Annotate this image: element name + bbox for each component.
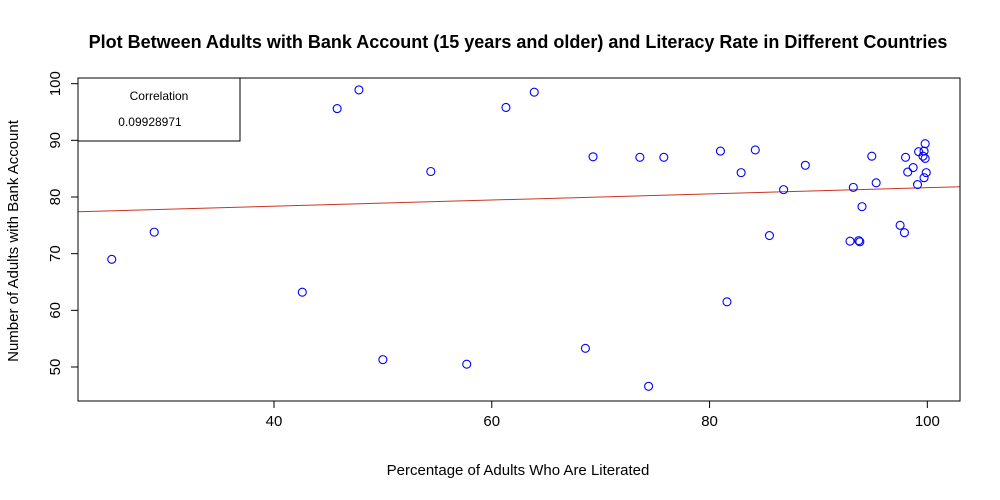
legend: Correlation 0.09928971	[77, 77, 241, 142]
data-point-32	[903, 167, 913, 177]
x-tick-label-80: 80	[701, 413, 718, 430]
data-point-29	[895, 220, 905, 230]
legend-box	[77, 77, 241, 142]
data-point-22	[845, 236, 855, 246]
data-point-19	[764, 230, 774, 241]
data-point-31	[901, 152, 911, 162]
data-point-0	[107, 254, 117, 264]
x-axis-label: Percentage of Adults Who Are Literated	[387, 462, 650, 479]
data-point-18	[750, 145, 760, 155]
data-point-10	[580, 343, 590, 353]
plot-frame	[77, 77, 961, 402]
data-point-30	[899, 228, 910, 238]
data-point-15	[715, 146, 725, 156]
data-point-37	[919, 146, 929, 156]
chart-marks	[77, 85, 961, 391]
data-point-20	[779, 185, 789, 195]
x-tick-label-60: 60	[483, 413, 500, 430]
data-point-17	[736, 168, 746, 178]
data-point-1	[149, 227, 159, 237]
data-point-36	[918, 151, 928, 161]
data-point-8	[501, 102, 511, 113]
data-point-28	[871, 178, 881, 188]
data-point-7	[462, 359, 472, 369]
data-point-11	[588, 152, 598, 162]
data-point-13	[644, 381, 654, 391]
y-axis: 50 60 70 80 90 100	[47, 71, 78, 375]
data-point-40	[920, 153, 930, 164]
data-point-6	[426, 166, 436, 177]
data-point-14	[659, 152, 669, 162]
x-tick-label-100: 100	[915, 413, 940, 430]
data-point-16	[722, 297, 732, 307]
x-tick-label-40: 40	[266, 413, 283, 430]
data-point-34	[912, 179, 923, 190]
y-axis-label: Number of Adults with Bank Account	[5, 119, 22, 362]
legend-title: Correlation	[130, 89, 189, 103]
y-tick-label-100: 100	[47, 71, 64, 96]
regression-line	[77, 186, 961, 213]
y-tick-label-50: 50	[47, 359, 64, 376]
data-point-39	[920, 139, 930, 149]
data-point-4	[354, 85, 364, 95]
y-tick-label-90: 90	[47, 132, 64, 149]
data-point-38	[919, 173, 929, 183]
data-point-27	[867, 151, 877, 161]
data-point-2	[297, 287, 307, 297]
data-point-25	[855, 237, 865, 247]
chart-title: Plot Between Adults with Bank Account (1…	[89, 32, 948, 52]
data-point-26	[857, 202, 867, 212]
y-tick-label-70: 70	[47, 245, 64, 262]
x-axis: 40 60 80 100	[266, 401, 940, 430]
data-point-21	[800, 160, 810, 170]
y-tick-label-80: 80	[47, 189, 64, 206]
data-point-23	[848, 182, 858, 192]
data-point-5	[378, 355, 388, 365]
legend-correlation-value: 0.09928971	[118, 115, 182, 129]
data-point-33	[908, 162, 918, 173]
data-point-9	[529, 87, 539, 97]
data-point-12	[635, 152, 645, 162]
data-point-3	[332, 104, 342, 114]
data-point-24	[854, 236, 864, 246]
data-point-41	[921, 168, 931, 178]
y-tick-label-60: 60	[47, 302, 64, 319]
